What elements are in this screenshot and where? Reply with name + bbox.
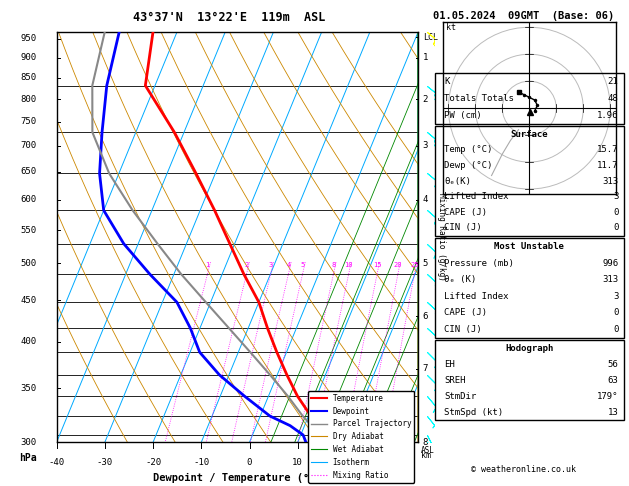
Text: CAPE (J): CAPE (J) — [444, 308, 487, 317]
Text: Dewp (°C): Dewp (°C) — [444, 161, 493, 170]
Text: 750: 750 — [21, 117, 36, 126]
Text: -10: -10 — [193, 458, 209, 467]
Text: 30: 30 — [389, 458, 399, 467]
Text: StmSpd (kt): StmSpd (kt) — [444, 408, 503, 417]
Text: 1.96: 1.96 — [597, 111, 618, 120]
Text: Mixing Ratio (g/kg): Mixing Ratio (g/kg) — [437, 193, 447, 281]
Text: hPa: hPa — [19, 452, 36, 463]
Text: PW (cm): PW (cm) — [444, 111, 482, 120]
Text: 800: 800 — [21, 94, 36, 104]
Text: 48: 48 — [608, 94, 618, 103]
Text: 63: 63 — [608, 376, 618, 385]
Text: 8: 8 — [331, 262, 335, 268]
Text: 850: 850 — [21, 73, 36, 82]
Text: 13: 13 — [608, 408, 618, 417]
Text: 7: 7 — [423, 364, 428, 373]
Text: 450: 450 — [21, 296, 36, 305]
Text: 300: 300 — [21, 438, 36, 447]
Text: 25: 25 — [410, 262, 419, 268]
Text: 2: 2 — [423, 94, 428, 104]
Text: CIN (J): CIN (J) — [444, 224, 482, 232]
Text: 01.05.2024  09GMT  (Base: 06): 01.05.2024 09GMT (Base: 06) — [433, 11, 614, 21]
Text: 4: 4 — [423, 195, 428, 204]
Text: 996: 996 — [602, 259, 618, 268]
Text: Totals Totals: Totals Totals — [444, 94, 514, 103]
Text: StmDir: StmDir — [444, 392, 476, 401]
Text: 20: 20 — [394, 262, 402, 268]
Text: 56: 56 — [608, 360, 618, 369]
Text: CAPE (J): CAPE (J) — [444, 208, 487, 217]
Text: SREH: SREH — [444, 376, 465, 385]
Text: 3: 3 — [269, 262, 273, 268]
Text: © weatheronline.co.uk: © weatheronline.co.uk — [471, 465, 576, 474]
Text: θₑ(K): θₑ(K) — [444, 176, 471, 186]
Text: 1: 1 — [423, 53, 428, 62]
Text: 550: 550 — [21, 226, 36, 235]
Text: LCL: LCL — [423, 33, 438, 41]
Text: θₑ (K): θₑ (K) — [444, 275, 476, 284]
Text: 43°37'N  13°22'E  119m  ASL: 43°37'N 13°22'E 119m ASL — [133, 11, 326, 24]
Text: 15: 15 — [373, 262, 381, 268]
Text: 0: 0 — [247, 458, 252, 467]
Text: -20: -20 — [145, 458, 161, 467]
Text: CIN (J): CIN (J) — [444, 325, 482, 334]
Text: 11.7: 11.7 — [597, 161, 618, 170]
Text: Pressure (mb): Pressure (mb) — [444, 259, 514, 268]
Text: 10: 10 — [344, 262, 353, 268]
Text: Surface: Surface — [511, 130, 548, 139]
Text: 313: 313 — [602, 176, 618, 186]
Text: Lifted Index: Lifted Index — [444, 192, 509, 201]
Text: Temp (°C): Temp (°C) — [444, 145, 493, 154]
Text: 700: 700 — [21, 141, 36, 150]
Text: 3: 3 — [613, 292, 618, 301]
Text: EH: EH — [444, 360, 455, 369]
Text: 5: 5 — [423, 259, 428, 268]
Text: 15.7: 15.7 — [597, 145, 618, 154]
Text: -30: -30 — [97, 458, 113, 467]
Text: 2: 2 — [244, 262, 248, 268]
Text: 20: 20 — [340, 458, 352, 467]
Text: 500: 500 — [21, 259, 36, 268]
Text: 0: 0 — [613, 224, 618, 232]
Text: 0: 0 — [613, 325, 618, 334]
Text: 350: 350 — [21, 384, 36, 393]
Text: 900: 900 — [21, 53, 36, 62]
Text: kt: kt — [446, 23, 456, 32]
Text: 313: 313 — [602, 275, 618, 284]
Text: 179°: 179° — [597, 392, 618, 401]
Text: 10: 10 — [292, 458, 303, 467]
Text: Lifted Index: Lifted Index — [444, 292, 509, 301]
Text: 8: 8 — [423, 438, 428, 447]
Text: Most Unstable: Most Unstable — [494, 242, 564, 251]
Text: 650: 650 — [21, 167, 36, 176]
Text: 600: 600 — [21, 195, 36, 204]
Text: 400: 400 — [21, 337, 36, 346]
Text: 6: 6 — [423, 312, 428, 321]
Text: ASL: ASL — [421, 446, 435, 455]
Text: 3: 3 — [423, 141, 428, 150]
Text: 0: 0 — [613, 308, 618, 317]
Text: 3: 3 — [613, 192, 618, 201]
Text: 0: 0 — [613, 208, 618, 217]
Text: 5: 5 — [301, 262, 304, 268]
Text: -40: -40 — [48, 458, 65, 467]
Text: 950: 950 — [21, 35, 36, 43]
Text: Dewpoint / Temperature (°C): Dewpoint / Temperature (°C) — [153, 473, 322, 483]
Text: km: km — [421, 451, 431, 460]
Text: 21: 21 — [608, 77, 618, 86]
Text: 4: 4 — [286, 262, 291, 268]
Text: K: K — [444, 77, 450, 86]
Text: Hodograph: Hodograph — [505, 344, 554, 353]
Legend: Temperature, Dewpoint, Parcel Trajectory, Dry Adiabat, Wet Adiabat, Isotherm, Mi: Temperature, Dewpoint, Parcel Trajectory… — [308, 391, 415, 483]
Text: 1: 1 — [205, 262, 209, 268]
